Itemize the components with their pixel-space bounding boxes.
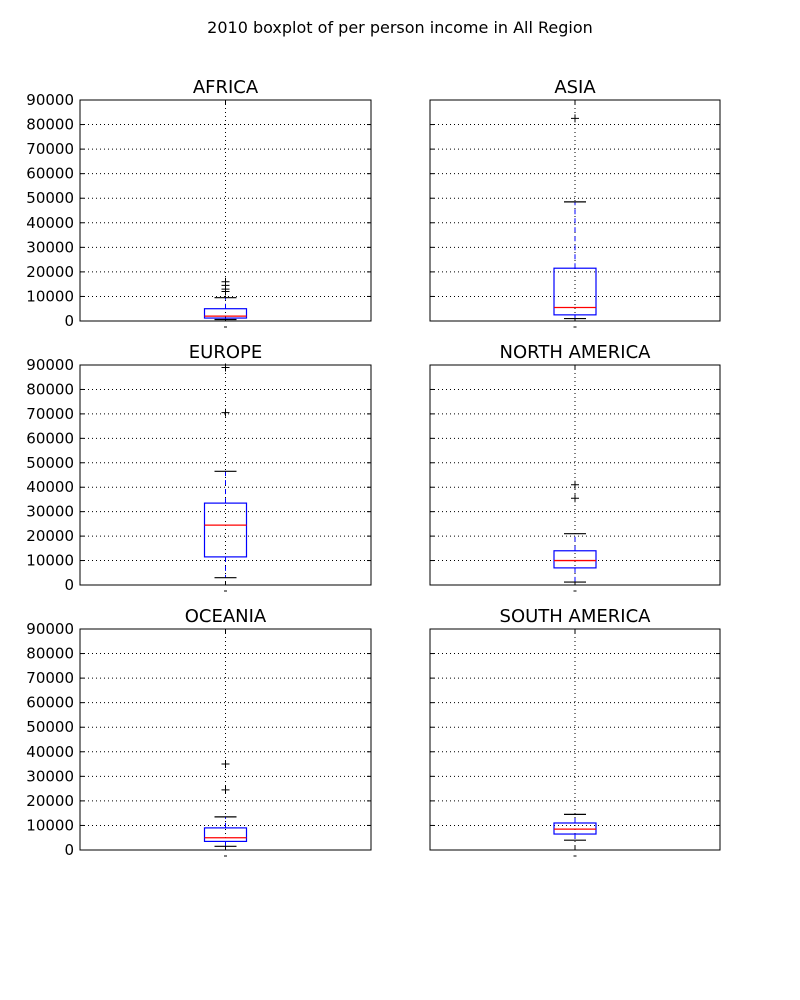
panel-title: AFRICA [193, 77, 259, 98]
outlier-point [571, 494, 579, 503]
outlier-point [221, 760, 230, 769]
y-tick-label: 30000 [26, 503, 74, 521]
iqr-box [553, 267, 597, 316]
y-tick-label: 80000 [26, 116, 74, 134]
y-tick-label: 0 [64, 576, 74, 594]
plot-frame [429, 364, 721, 586]
plot-frame [79, 364, 372, 586]
y-tick-label: 10000 [26, 816, 74, 834]
y-tick-label: 50000 [26, 189, 74, 207]
y-tick-label: 90000 [26, 91, 74, 109]
y-tick-label: 0 [64, 841, 74, 859]
y-tick-label: 90000 [26, 356, 74, 374]
outlier-point [221, 408, 230, 417]
panel-title: ASIA [554, 77, 596, 98]
y-tick-label: 90000 [26, 620, 74, 638]
panel-title: EUROPE [189, 342, 262, 363]
y-tick-label: 60000 [26, 694, 74, 712]
y-tick-label: 80000 [26, 645, 74, 663]
panel-title: NORTH AMERICA [500, 342, 652, 363]
y-tick-label: 0 [64, 312, 74, 330]
iqr-box [203, 308, 248, 319]
y-tick-label: 30000 [26, 767, 74, 785]
plot-frame [429, 99, 721, 322]
y-tick-label: 70000 [26, 669, 74, 687]
y-tick-label: 20000 [26, 792, 74, 810]
plot-frame [79, 99, 372, 322]
y-tick-label: 60000 [26, 165, 74, 183]
iqr-box [553, 550, 597, 569]
y-tick-label: 70000 [26, 405, 74, 423]
y-tick-label: 50000 [26, 718, 74, 736]
y-tick-label: 40000 [26, 743, 74, 761]
panel-title: SOUTH AMERICA [500, 606, 652, 627]
plot-frame [79, 628, 372, 851]
y-tick-label: 60000 [26, 429, 74, 447]
y-tick-label: 40000 [26, 214, 74, 232]
iqr-box [203, 827, 248, 843]
plot-frame [429, 628, 721, 851]
outlier-point [571, 114, 579, 123]
y-tick-label: 30000 [26, 238, 74, 256]
outlier-point [571, 480, 579, 489]
y-tick-label: 20000 [26, 263, 74, 281]
outlier-point [221, 785, 230, 794]
y-tick-label: 10000 [26, 552, 74, 570]
y-tick-label: 10000 [26, 287, 74, 305]
y-tick-label: 80000 [26, 380, 74, 398]
y-tick-label: 20000 [26, 527, 74, 545]
y-tick-label: 70000 [26, 140, 74, 158]
figure-title: 2010 boxplot of per person income in All… [207, 18, 593, 37]
panel-title: OCEANIA [185, 606, 267, 627]
y-tick-label: 50000 [26, 454, 74, 472]
outlier-point [221, 277, 230, 286]
iqr-box [203, 502, 248, 558]
y-tick-label: 40000 [26, 478, 74, 496]
